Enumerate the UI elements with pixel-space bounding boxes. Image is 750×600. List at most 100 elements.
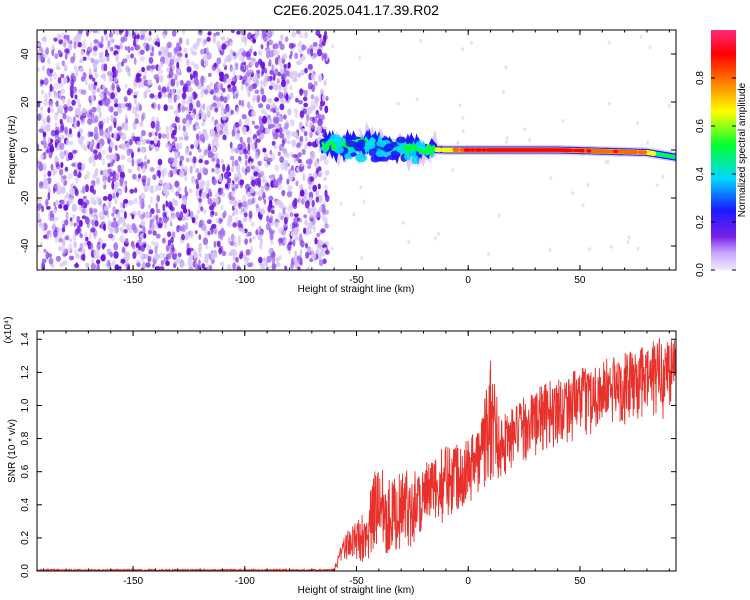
noise-blob — [189, 93, 194, 101]
noise-blob — [116, 188, 122, 193]
noise-blob — [238, 155, 242, 162]
noise-blob — [76, 120, 81, 127]
noise-blob — [242, 75, 248, 83]
noise-blob — [64, 126, 68, 135]
noise-blob — [64, 235, 70, 241]
noise-blob — [190, 144, 195, 150]
colorbar-gradient — [711, 30, 736, 270]
noise-blob — [257, 190, 263, 198]
noise-blob — [310, 94, 315, 100]
noise-blob — [152, 230, 157, 236]
noise-blob — [56, 66, 61, 71]
noise-blob — [316, 244, 322, 251]
noise-blob — [43, 98, 48, 107]
noise-blob — [54, 142, 58, 148]
noise-blob — [198, 234, 202, 241]
noise-blob — [120, 164, 125, 172]
noise-blob — [312, 42, 318, 47]
noise-blob — [244, 238, 249, 245]
noise-blob — [259, 242, 263, 250]
noise-blob — [182, 132, 189, 137]
noise-blob — [324, 169, 330, 176]
noise-blob — [241, 194, 247, 202]
noise-blob — [155, 202, 159, 210]
noise-blob — [145, 262, 151, 268]
noise-blob — [125, 117, 128, 124]
noise-blob — [293, 131, 298, 138]
noise-blob — [63, 64, 68, 72]
noise-blob — [141, 148, 145, 153]
noise-blob — [76, 215, 81, 223]
noise-blob — [195, 113, 200, 121]
noise-blob — [284, 36, 289, 43]
noise-blob — [294, 260, 300, 265]
noise-blob — [142, 179, 146, 187]
noise-blob — [163, 104, 168, 112]
noise-blob — [246, 191, 251, 197]
noise-blob — [257, 196, 263, 201]
noise-blob — [257, 103, 264, 109]
noise-blob — [274, 97, 280, 102]
noise-blob — [252, 235, 256, 240]
noise-blob — [100, 99, 104, 107]
noise-blob — [53, 216, 59, 222]
noise-blob — [217, 82, 222, 90]
noise-blob — [175, 116, 178, 123]
noise-blob — [209, 104, 213, 111]
noise-blob — [312, 172, 318, 179]
noise-blob — [79, 58, 84, 64]
noise-blob — [215, 31, 220, 36]
noise-blob — [111, 260, 116, 267]
noise-blob — [149, 140, 155, 145]
noise-blob — [235, 216, 239, 224]
noise-blob — [69, 220, 74, 227]
noise-blob — [233, 176, 236, 181]
noise-blob — [64, 166, 69, 172]
noise-blob — [226, 177, 232, 184]
noise-blob — [62, 224, 66, 230]
noise-blob — [165, 253, 172, 260]
noise-blob — [319, 89, 323, 95]
noise-blob — [244, 159, 248, 167]
noise-blob — [49, 145, 55, 153]
chart-title: C2E6.2025.041.17.39.R02 — [273, 2, 439, 18]
noise-blob — [40, 53, 45, 61]
noise-blob — [105, 132, 110, 138]
x-tick-label: -100 — [235, 275, 255, 286]
noise-blob — [296, 30, 301, 35]
noise-blob — [184, 53, 188, 59]
noise-blob — [103, 205, 110, 212]
noise-blob — [307, 222, 313, 228]
noise-blob — [191, 216, 196, 224]
noise-blob — [279, 103, 285, 111]
noise-blob — [308, 159, 313, 166]
noise-blob — [277, 151, 281, 157]
noise-blob — [278, 255, 282, 261]
noise-blob — [109, 106, 114, 113]
noise-blob — [266, 186, 271, 192]
noise-blob — [171, 212, 177, 220]
noise-blob — [303, 214, 308, 219]
noise-blob — [277, 212, 282, 220]
noise-blob — [49, 216, 55, 222]
noise-blob — [271, 140, 276, 146]
noise-blob — [142, 139, 146, 145]
onset-blob — [355, 153, 367, 163]
noise-blob — [125, 30, 129, 37]
noise-blob — [85, 236, 89, 242]
noise-blob — [218, 174, 223, 183]
noise-blob — [165, 125, 169, 133]
onset-blob — [396, 136, 407, 144]
noise-blob — [287, 62, 291, 69]
noise-blob — [89, 207, 93, 215]
noise-blob — [153, 136, 158, 145]
noise-blob — [92, 189, 97, 195]
noise-blob — [112, 70, 117, 79]
noise-blob — [262, 30, 268, 35]
noise-blob — [193, 44, 199, 50]
noise-blob — [303, 189, 307, 198]
noise-blob — [68, 243, 73, 251]
noise-blob — [40, 242, 43, 248]
noise-blob — [248, 85, 254, 92]
